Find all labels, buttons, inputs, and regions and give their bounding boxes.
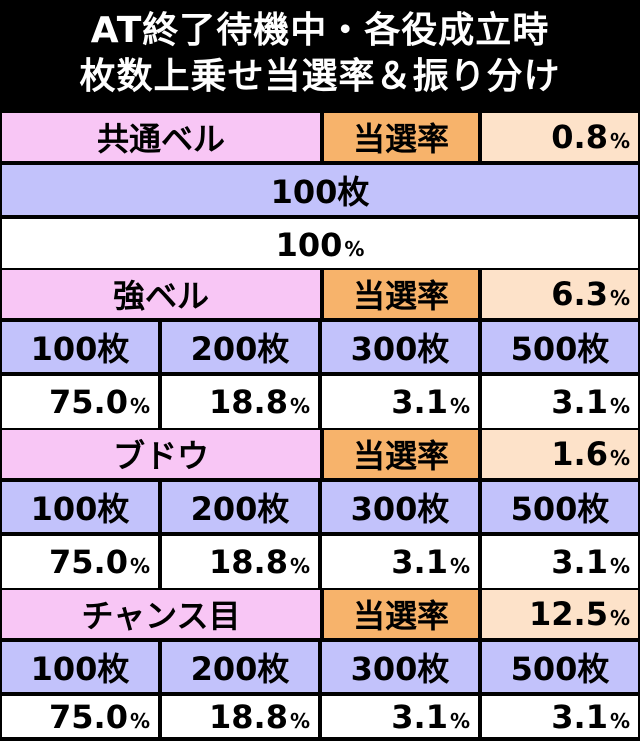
medal-header: 200枚 (160, 320, 320, 374)
medal-header: 200枚 (160, 640, 320, 694)
dist-value: 100% (0, 217, 640, 273)
section-budou: ブドウ 当選率 1.6% 100枚 200枚 300枚 500枚 75.0% 1… (0, 428, 640, 590)
dist-value: 18.8% (160, 374, 320, 430)
role-name: 共通ベル (0, 111, 322, 163)
medal-header: 500枚 (480, 480, 640, 534)
page-header: AT終了待機中・各役成立時 枚数上乗せ当選率＆振り分け (0, 0, 640, 108)
medal-header: 100枚 (0, 480, 160, 534)
role-name: ブドウ (0, 428, 322, 480)
medal-header: 100枚 (0, 640, 160, 694)
dist-value: 3.1% (320, 374, 480, 430)
dist-value: 3.1% (480, 534, 640, 590)
medal-header: 300枚 (320, 320, 480, 374)
dist-value: 3.1% (320, 534, 480, 590)
title-line-2: 枚数上乗せ当選率＆振り分け (79, 56, 561, 97)
medal-header: 500枚 (480, 320, 640, 374)
medal-header: 200枚 (160, 480, 320, 534)
section-kyotsu-bell: 共通ベル 当選率 0.8% 100枚 100% (0, 111, 640, 273)
rate-label: 当選率 (322, 268, 480, 320)
medal-header: 100枚 (0, 320, 160, 374)
dist-value: 18.8% (160, 694, 320, 739)
rate-value: 1.6% (480, 428, 640, 480)
dist-value: 3.1% (480, 694, 640, 739)
section-kyo-bell: 強ベル 当選率 6.3% 100枚 200枚 300枚 500枚 75.0% 1… (0, 268, 640, 430)
rate-label: 当選率 (322, 588, 480, 640)
dist-value: 75.0% (0, 694, 160, 739)
title-line-1: AT終了待機中・各役成立時 (90, 10, 550, 51)
rate-label: 当選率 (322, 428, 480, 480)
dist-value: 3.1% (480, 374, 640, 430)
rate-value: 0.8% (480, 111, 640, 163)
dist-value: 75.0% (0, 534, 160, 590)
role-name: 強ベル (0, 268, 322, 320)
dist-value: 3.1% (320, 694, 480, 739)
medal-header: 500枚 (480, 640, 640, 694)
medal-header: 300枚 (320, 640, 480, 694)
rate-value: 12.5% (480, 588, 640, 640)
rate-label: 当選率 (322, 111, 480, 163)
medal-header: 300枚 (320, 480, 480, 534)
medal-header: 100枚 (0, 163, 640, 217)
role-name: チャンス目 (0, 588, 322, 640)
dist-value: 75.0% (0, 374, 160, 430)
section-chance-me: チャンス目 当選率 12.5% 100枚 200枚 300枚 500枚 75.0… (0, 588, 640, 739)
dist-value: 18.8% (160, 534, 320, 590)
rate-value: 6.3% (480, 268, 640, 320)
